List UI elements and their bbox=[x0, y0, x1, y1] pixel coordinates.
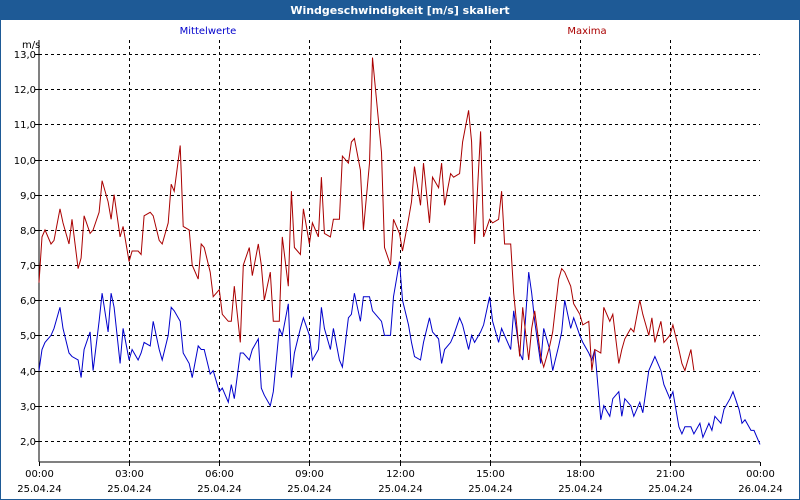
y-tick-label: 10,0 bbox=[14, 156, 36, 167]
x-tick-date: 26.04.24 bbox=[738, 484, 783, 495]
x-tick-time: 00:00 bbox=[25, 469, 54, 480]
x-tick-time: 18:00 bbox=[566, 469, 595, 480]
y-tick-label: 9,0 bbox=[20, 191, 36, 202]
y-tick-label: 4,0 bbox=[20, 367, 36, 378]
y-ticks: 2,0 3,0 4,0 5,0 6,0 7,0 8,0 9,0 10,0 11,0 12,0 13,0 bbox=[14, 50, 39, 448]
y-tick-label: 13,0 bbox=[14, 50, 36, 61]
x-tick-date: 25.04.24 bbox=[17, 484, 62, 495]
x-tick-time: 09:00 bbox=[295, 469, 324, 480]
y-tick-label: 7,0 bbox=[20, 261, 36, 272]
x-tick-date: 25.04.24 bbox=[378, 484, 423, 495]
x-tick-date: 25.04.24 bbox=[558, 484, 603, 495]
x-tick-time: 03:00 bbox=[115, 469, 144, 480]
y-tick-label: 11,0 bbox=[14, 120, 36, 131]
y-tick-label: 3,0 bbox=[20, 402, 36, 413]
legend-mean: Mittelwerte bbox=[180, 26, 237, 37]
x-tick-time: 12:00 bbox=[386, 469, 415, 480]
chart-title: Windgeschwindigkeit [m/s] skaliert bbox=[1, 1, 799, 20]
x-tick-time: 00:00 bbox=[746, 469, 775, 480]
series-lines bbox=[38, 57, 761, 445]
x-tick-time: 06:00 bbox=[205, 469, 234, 480]
series-line-maxima bbox=[38, 57, 695, 373]
x-tick-date: 25.04.24 bbox=[648, 484, 693, 495]
y-axis-label: m/s bbox=[22, 40, 40, 51]
y-tick-label: 8,0 bbox=[20, 226, 36, 237]
legend-max: Maxima bbox=[567, 26, 606, 37]
x-ticks: 00:00 25.04.24 03:00 25.04.24 06:00 25.04.24 0… bbox=[17, 462, 783, 495]
series-line-mittelwerte bbox=[38, 261, 761, 445]
x-tick-date: 25.04.24 bbox=[107, 484, 152, 495]
x-tick-date: 25.04.24 bbox=[197, 484, 242, 495]
x-tick-time: 15:00 bbox=[476, 469, 505, 480]
y-tick-label: 12,0 bbox=[14, 85, 36, 96]
y-tick-label: 6,0 bbox=[20, 296, 36, 307]
grid bbox=[39, 40, 760, 462]
x-tick-date: 25.04.24 bbox=[468, 484, 513, 495]
x-tick-time: 21:00 bbox=[656, 469, 685, 480]
y-tick-label: 5,0 bbox=[20, 331, 36, 342]
x-tick-date: 25.04.24 bbox=[287, 484, 332, 495]
y-tick-label: 2,0 bbox=[20, 437, 36, 448]
